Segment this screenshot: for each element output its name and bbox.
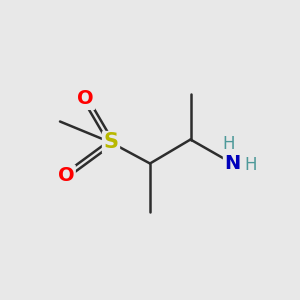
- Text: O: O: [77, 89, 94, 109]
- Text: N: N: [224, 154, 241, 173]
- Text: S: S: [103, 133, 118, 152]
- Text: H: H: [223, 135, 235, 153]
- Text: O: O: [58, 166, 74, 185]
- Text: H: H: [245, 156, 257, 174]
